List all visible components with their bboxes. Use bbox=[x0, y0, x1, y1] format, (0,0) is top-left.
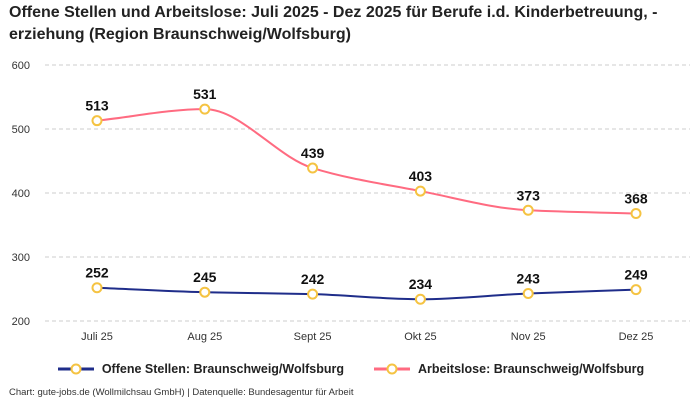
legend: Offene Stellen: Braunschweig/Wolfsburg A… bbox=[0, 362, 700, 376]
chart-title: Offene Stellen und Arbeitslose: Juli 202… bbox=[9, 4, 658, 43]
data-point bbox=[630, 207, 642, 219]
data-point bbox=[307, 162, 319, 174]
data-label: 368 bbox=[624, 190, 648, 206]
y-tick-label: 200 bbox=[12, 316, 30, 328]
x-tick-label: Sept 25 bbox=[294, 331, 332, 343]
data-label: 439 bbox=[301, 145, 325, 161]
x-tick-label: Aug 25 bbox=[187, 331, 222, 343]
legend-label: Arbeitslose: Braunschweig/Wolfsburg bbox=[417, 362, 645, 376]
y-tick-label: 400 bbox=[12, 188, 30, 200]
data-label: 531 bbox=[193, 86, 217, 102]
data-point bbox=[91, 282, 103, 294]
data-label: 373 bbox=[517, 187, 541, 203]
data-point bbox=[307, 288, 319, 300]
y-tick-label: 300 bbox=[12, 252, 30, 264]
legend-marker-icon bbox=[373, 363, 410, 375]
legend-label: Offene Stellen: Braunschweig/Wolfsburg bbox=[101, 362, 344, 376]
y-tick-label: 600 bbox=[12, 60, 30, 72]
data-point bbox=[414, 293, 426, 305]
data-label: 243 bbox=[517, 270, 541, 286]
legend-marker-icon bbox=[57, 363, 94, 375]
y-tick-label: 500 bbox=[12, 124, 30, 136]
x-tick-label: Okt 25 bbox=[404, 331, 436, 343]
data-label: 513 bbox=[85, 98, 109, 114]
data-label: 403 bbox=[409, 168, 433, 184]
data-label: 234 bbox=[409, 276, 433, 292]
data-point bbox=[199, 286, 211, 298]
data-point bbox=[630, 284, 642, 296]
x-tick-label: Juli 25 bbox=[81, 331, 113, 343]
series-line bbox=[96, 286, 637, 301]
x-tick-label: Dez 25 bbox=[619, 331, 654, 343]
x-tick-label: Nov 25 bbox=[511, 331, 546, 343]
data-label: 242 bbox=[301, 271, 325, 287]
data-label: 249 bbox=[624, 267, 648, 283]
data-label: 245 bbox=[193, 269, 217, 285]
legend-item-offene-stellen[interactable]: Offene Stellen: Braunschweig/Wolfsburg bbox=[56, 362, 344, 376]
data-label: 252 bbox=[85, 265, 109, 281]
data-point bbox=[522, 204, 534, 216]
legend-item-arbeitslose[interactable]: Arbeitslose: Braunschweig/Wolfsburg bbox=[372, 362, 644, 376]
data-point bbox=[91, 115, 103, 127]
data-point bbox=[414, 185, 426, 197]
chart-credit: Chart: gute-jobs.de (Wollmilchsau GmbH) … bbox=[9, 387, 354, 398]
data-point bbox=[522, 287, 534, 299]
data-point bbox=[199, 103, 211, 115]
series-line bbox=[96, 108, 637, 215]
